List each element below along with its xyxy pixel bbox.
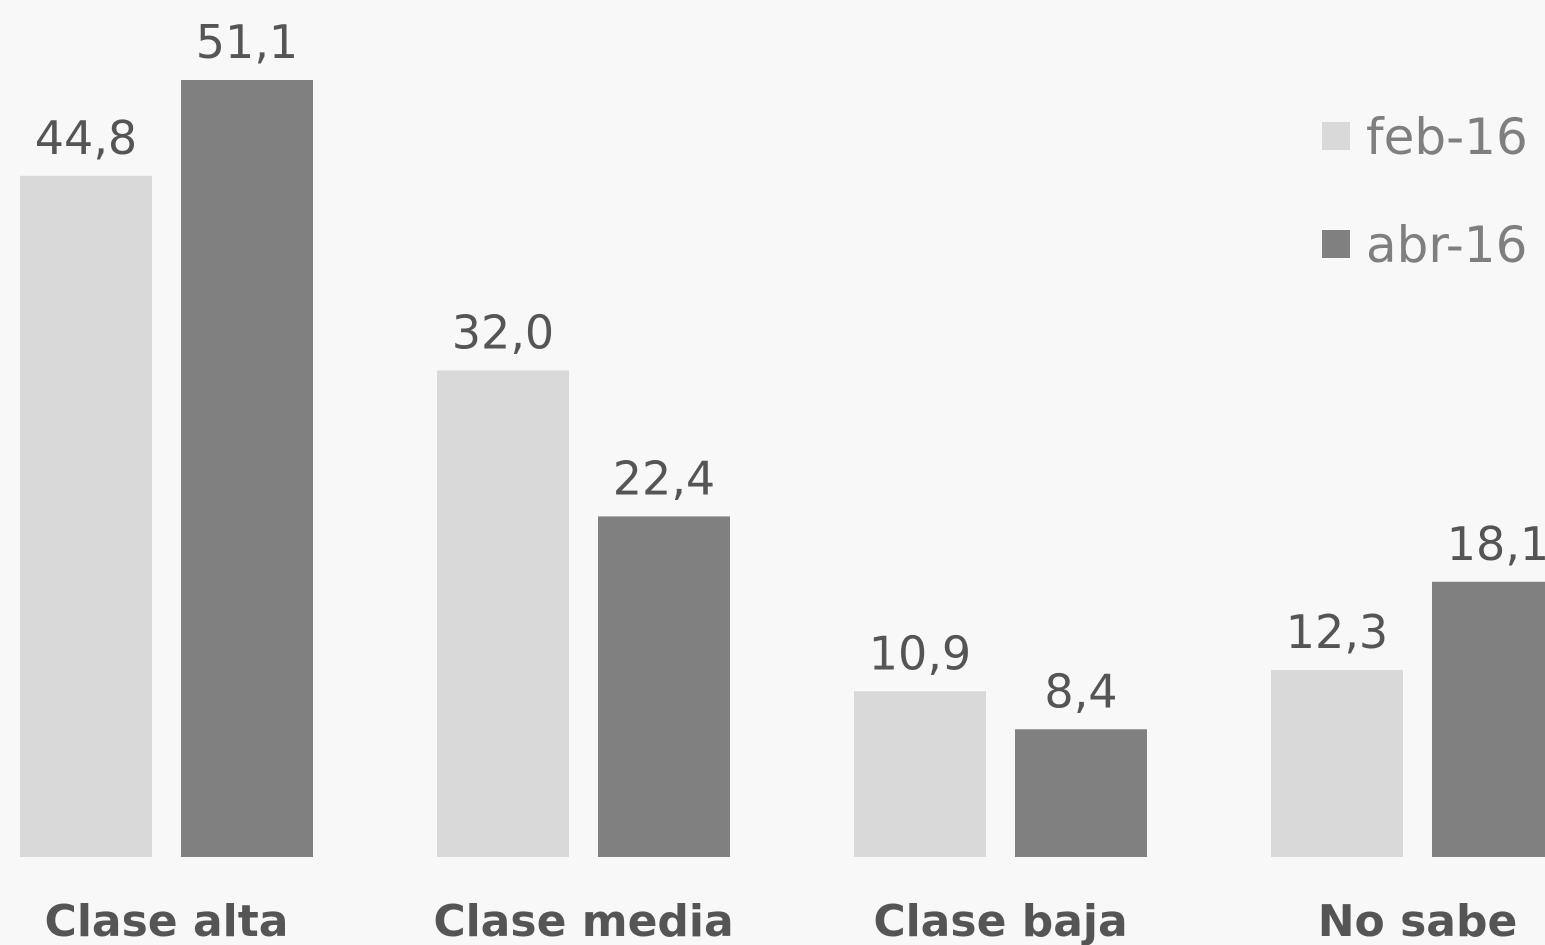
value-labels-layer: 44,8 51,1 32,0 22,4 10,9 8,4 12,3 18,1 [35,15,1545,718]
bar-clase-media-abr-16 [598,516,730,857]
bar-clase-baja-feb-16 [854,691,986,857]
bars-layer [20,80,1545,857]
legend-label-feb-16: feb-16 [1366,108,1528,166]
value-label-no-sabe-feb-16: 12,3 [1286,605,1388,659]
legend-swatch-feb-16 [1322,122,1350,150]
category-label-no-sabe: No sabe [1318,896,1518,945]
category-label-clase-alta: Clase alta [45,896,289,945]
legend: feb-16 abr-16 [1322,108,1528,274]
value-label-clase-baja-feb-16: 10,9 [869,626,971,680]
bar-clase-baja-abr-16 [1015,729,1147,857]
bar-no-sabe-feb-16 [1271,669,1403,857]
legend-label-abr-16: abr-16 [1366,216,1527,274]
category-label-clase-baja: Clase baja [873,896,1127,945]
bar-clase-alta-feb-16 [20,175,152,857]
bar-no-sabe-abr-16 [1432,581,1545,857]
value-label-clase-alta-feb-16: 44,8 [35,111,137,165]
category-labels-layer: Clase alta Clase media Clase baja No sabe [45,896,1518,945]
legend-swatch-abr-16 [1322,230,1350,258]
value-label-no-sabe-abr-16: 18,1 [1447,517,1545,571]
value-label-clase-media-abr-16: 22,4 [613,451,715,505]
bar-clase-media-feb-16 [437,370,569,857]
category-label-clase-media: Clase media [433,896,733,945]
value-label-clase-alta-abr-16: 51,1 [196,15,298,69]
bar-clase-alta-abr-16 [181,80,313,857]
value-label-clase-media-feb-16: 32,0 [452,305,554,359]
value-label-clase-baja-abr-16: 8,4 [1044,664,1117,718]
